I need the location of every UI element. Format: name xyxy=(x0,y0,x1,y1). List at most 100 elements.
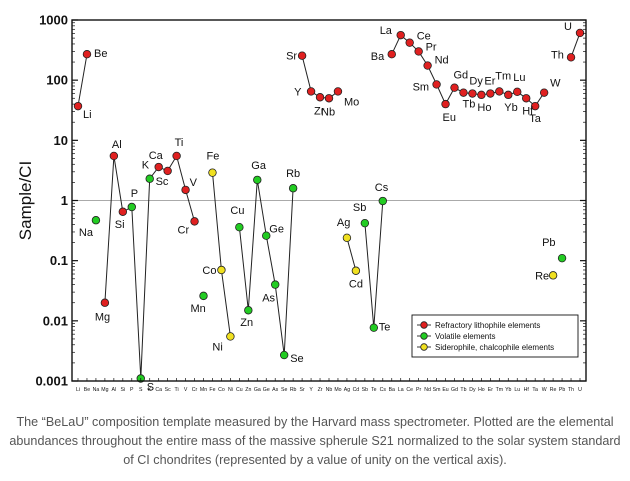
point-sr xyxy=(297,51,307,60)
x-tick-label: Ho xyxy=(478,387,485,393)
label-ge: Ge xyxy=(269,224,284,236)
x-tick-label: Ga xyxy=(254,387,261,393)
label-ni: Ni xyxy=(212,342,222,354)
point-fe xyxy=(208,168,217,177)
x-tick-label: Cu xyxy=(236,387,243,393)
x-tick-label: Rb xyxy=(290,387,297,393)
label-k: K xyxy=(142,160,150,172)
point-ge xyxy=(262,231,271,240)
point-sm xyxy=(432,80,441,89)
point-lu xyxy=(513,87,522,97)
x-tick-label: Yb xyxy=(505,387,511,393)
x-tick-label: Mo xyxy=(334,387,341,393)
point-ni xyxy=(226,332,235,341)
point-w xyxy=(539,88,549,97)
point-te xyxy=(369,323,379,332)
point-zn xyxy=(244,306,253,315)
point-er xyxy=(486,89,495,98)
label-li: Li xyxy=(83,109,92,121)
label-th: Th xyxy=(551,49,564,61)
label-er: Er xyxy=(484,76,495,88)
label-cs: Cs xyxy=(375,182,389,194)
point-mo xyxy=(333,87,343,96)
x-tick-label: Ca xyxy=(155,387,162,393)
y-tick-label: 0.1 xyxy=(50,253,68,268)
point-as xyxy=(271,280,280,289)
label-eu: Eu xyxy=(443,112,456,124)
legend-label: Refractory lithophile elements xyxy=(435,321,540,330)
x-tick-label: Y xyxy=(309,387,313,393)
figure-caption: The “BeLaU” composition template measure… xyxy=(9,415,621,467)
y-axis-label: Sample/CI xyxy=(16,161,35,240)
label-ag: Ag xyxy=(337,217,350,229)
label-nb: Nb xyxy=(321,106,335,118)
label-mn: Mn xyxy=(191,303,206,315)
x-tick-label: Ti xyxy=(175,387,179,393)
label-cu: Cu xyxy=(230,205,244,217)
point-cs xyxy=(378,196,387,206)
legend-marker xyxy=(420,321,428,329)
label-la: La xyxy=(380,25,393,37)
x-tick-label: Ta xyxy=(532,387,538,393)
x-tick-label: Zn xyxy=(245,387,251,393)
label-ca: Ca xyxy=(149,150,164,162)
label-se: Se xyxy=(290,353,303,365)
x-tick-label: Tb xyxy=(460,387,466,393)
x-tick-label: Cd xyxy=(353,387,360,393)
point-rb xyxy=(288,184,298,193)
label-as: As xyxy=(262,293,275,305)
label-mo: Mo xyxy=(344,96,359,108)
point-na xyxy=(91,216,101,225)
label-al: Al xyxy=(112,139,122,151)
point-la xyxy=(396,30,405,40)
legend-label: Siderophile, chalcophile elements xyxy=(435,343,554,352)
y-tick-label: 0.001 xyxy=(35,374,68,389)
point-tm xyxy=(495,87,504,96)
x-tick-label: Pb xyxy=(559,387,565,393)
point-be xyxy=(82,50,92,59)
element-labels: LiBeNaMgAlSiPSKCaScTiVCrMnFeCoNiCuZnGaGe… xyxy=(79,21,572,394)
x-tick-label: Eu xyxy=(442,387,448,393)
label-be: Be xyxy=(94,48,107,60)
connector-line xyxy=(212,172,231,337)
label-tm: Tm xyxy=(495,70,511,82)
label-rb: Rb xyxy=(286,168,300,180)
point-ta xyxy=(530,101,540,111)
label-re: Re xyxy=(535,270,549,282)
point-hf xyxy=(522,94,531,103)
x-tick-label: Nb xyxy=(326,387,333,393)
x-tick-label: P xyxy=(130,387,134,393)
y-tick-label: 1 xyxy=(61,193,68,208)
point-sb xyxy=(360,218,370,228)
point-u xyxy=(575,28,585,38)
label-zr: Zr xyxy=(314,105,325,117)
x-tick-label: Cr xyxy=(192,387,198,393)
label-lu: Lu xyxy=(513,72,525,84)
point-tb xyxy=(459,88,468,97)
point-k xyxy=(145,174,154,183)
connector-line xyxy=(77,54,88,107)
x-tick-label: Ce xyxy=(406,387,413,393)
chart: LiBeNaMgAlSiPSKCaScTiVCrMnFeCoNiCuZnGaGe… xyxy=(16,13,587,394)
x-tick-label: Er xyxy=(488,387,493,393)
label-na: Na xyxy=(79,227,94,239)
connector-line xyxy=(570,32,581,58)
x-tick-label: Si xyxy=(121,387,126,393)
point-ga xyxy=(253,175,262,185)
x-tick-label: Hf xyxy=(524,387,530,393)
label-sm: Sm xyxy=(413,81,430,93)
x-tick-label: Ba xyxy=(389,387,395,393)
label-sb: Sb xyxy=(353,202,366,214)
label-co: Co xyxy=(202,265,216,277)
x-tick-label: Co xyxy=(218,387,225,393)
point-mg xyxy=(100,298,110,307)
x-tick-label: Lu xyxy=(514,387,520,393)
x-tick-label: Be xyxy=(84,387,90,393)
point-al xyxy=(109,151,119,161)
label-fe: Fe xyxy=(207,151,220,163)
label-te: Te xyxy=(379,322,391,334)
point-li xyxy=(73,101,83,111)
x-tick-label: Al xyxy=(112,387,117,393)
label-cr: Cr xyxy=(178,224,190,236)
